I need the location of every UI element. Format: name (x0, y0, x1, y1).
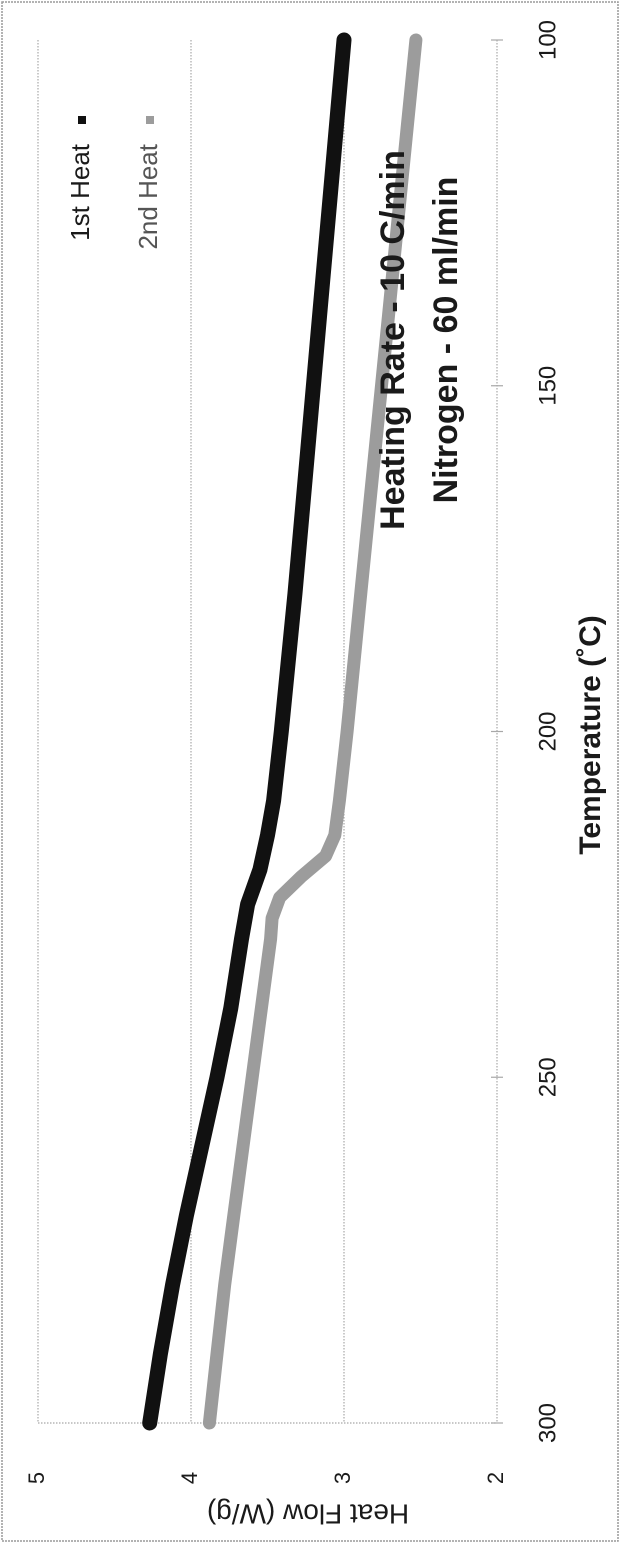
y-tick-label: 2 (483, 1472, 508, 1484)
x-tick-label: 100 (534, 20, 561, 60)
legend-label-1: 1st Heat (65, 143, 95, 241)
legend-swatch-1 (78, 116, 86, 124)
x-tick-label: 300 (534, 1403, 561, 1443)
x-axis-title: Temperature (˚C) (574, 615, 607, 854)
x-tick-label: 250 (534, 1057, 561, 1097)
x-tick-label: 150 (534, 366, 561, 406)
label-layer: 1st Heat 2nd Heat Heating Rate - 10 C/min N… (65, 116, 607, 1530)
legend-swatch-2 (146, 116, 154, 124)
series-line-2 (202, 33, 423, 1430)
legend-label-2: 2nd Heat (133, 143, 163, 249)
x-tick-label: 200 (534, 711, 561, 751)
series-layer (142, 32, 423, 1431)
y-tick-label: 4 (177, 1472, 202, 1484)
y-tick-label: 3 (330, 1472, 355, 1484)
y-tick-label: 5 (24, 1472, 49, 1484)
series-line-1 (142, 32, 352, 1431)
annotation-2: Nitrogen - 60 ml/min (427, 177, 465, 504)
tick-layer: 2 3 4 5 100 150 200 250 300 (24, 20, 562, 1484)
annotation-1: Heating Rate - 10 C/min (374, 150, 412, 530)
y-axis-title: Heat Flow (W/g) (207, 1499, 409, 1530)
